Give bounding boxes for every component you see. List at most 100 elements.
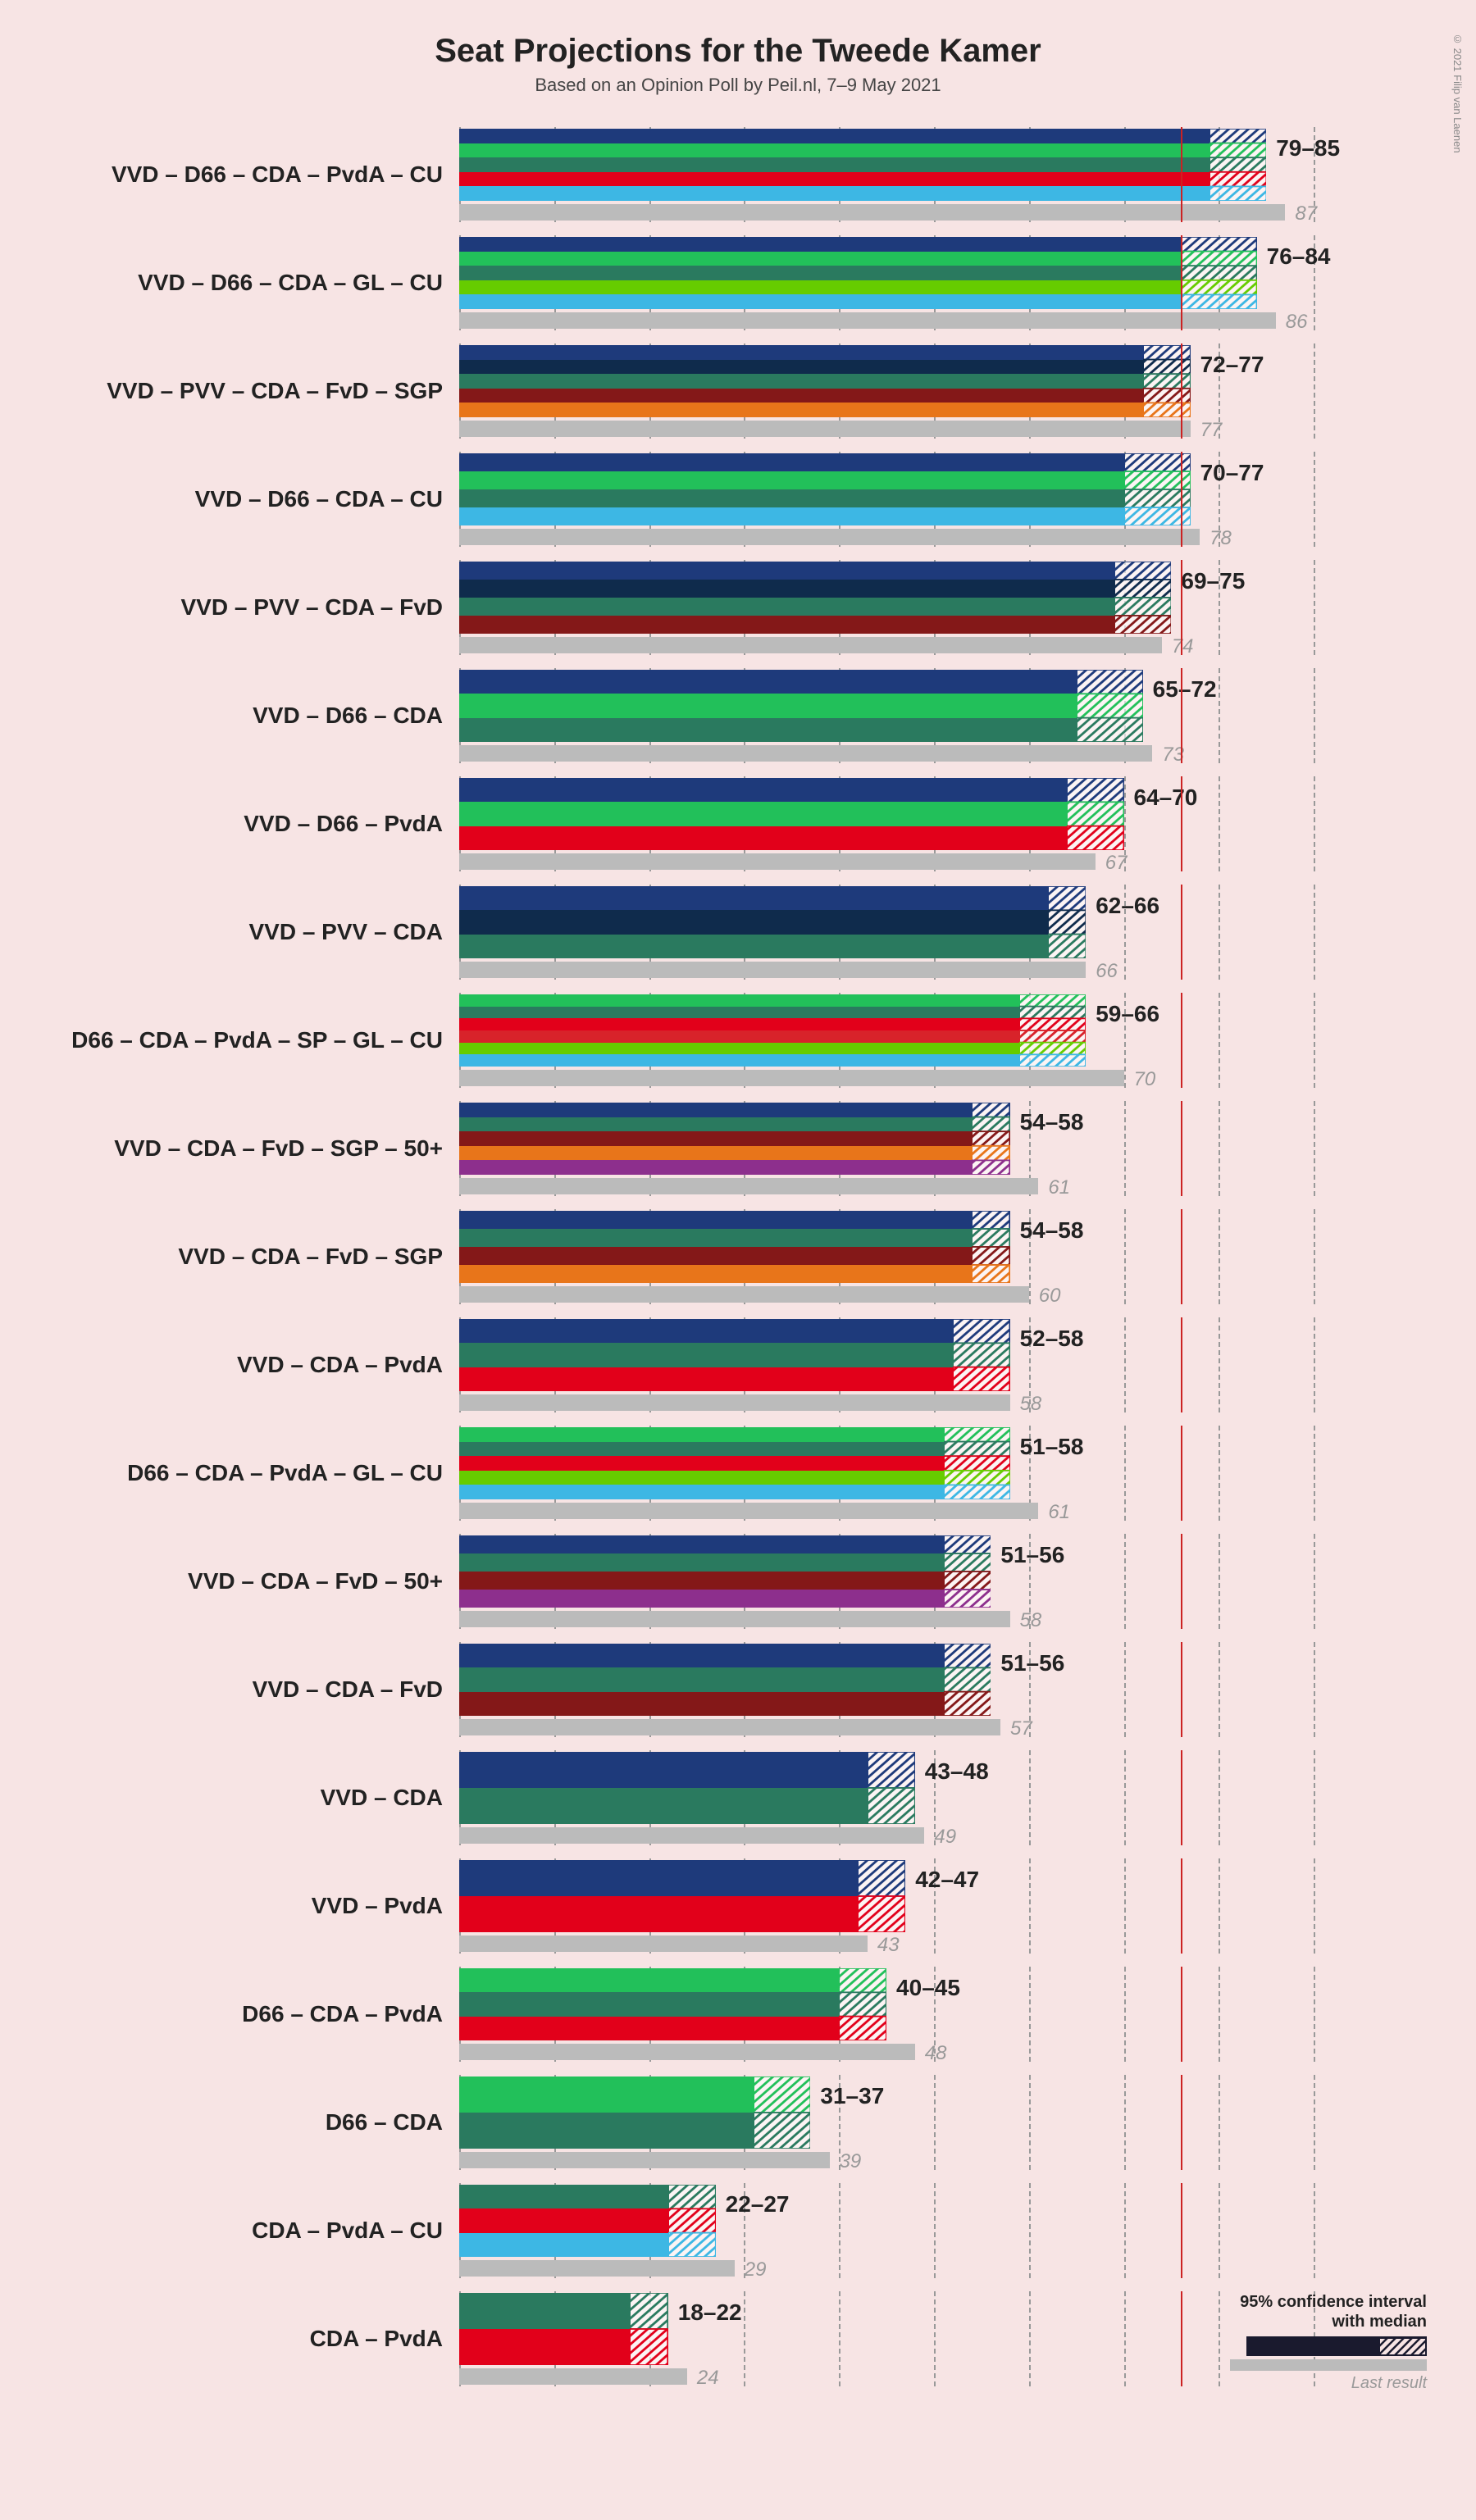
majority-line [1181, 1750, 1182, 1845]
majority-line [1181, 127, 1182, 222]
range-label: 76–84 [1267, 243, 1331, 270]
legend-hatch-bar [1378, 2336, 1427, 2356]
ci-hatch [953, 1319, 1009, 1391]
party-bar [459, 1442, 944, 1457]
legend: 95% confidence intervalwith median Last … [1230, 2292, 1427, 2393]
coalition-row: VVD – CDA – FvD – 50+51–5658 [459, 1527, 1361, 1635]
last-result-label: 61 [1048, 1501, 1070, 1524]
majority-line [1181, 1426, 1182, 1521]
last-result-bar [459, 2260, 735, 2277]
ci-hatch [1114, 562, 1171, 634]
ci-hatch [1210, 129, 1266, 201]
chart-area: VVD – D66 – CDA – PvdA – CU79–8587VVD – … [459, 121, 1361, 2393]
coalition-label: VVD – CDA [49, 1785, 443, 1811]
last-result-bar [459, 1070, 1124, 1086]
party-bar [459, 1319, 953, 1343]
range-label: 54–58 [1020, 1217, 1084, 1244]
majority-line [1181, 993, 1182, 1088]
range-label: 70–77 [1200, 460, 1264, 486]
party-bar [459, 345, 1143, 360]
majority-line [1181, 560, 1182, 655]
coalition-label: VVD – CDA – FvD [49, 1676, 443, 1703]
coalition-label: VVD – CDA – PvdA [49, 1352, 443, 1378]
last-result-bar [459, 2044, 915, 2060]
party-bar [459, 1535, 944, 1553]
party-bar [459, 826, 1067, 850]
range-label: 62–66 [1096, 893, 1159, 919]
party-bar [459, 1485, 944, 1499]
last-result-bar [459, 312, 1276, 329]
coalition-row: VVD – PVV – CDA62–6666 [459, 878, 1361, 986]
coalition-row: VVD – PvdA42–4743 [459, 1852, 1361, 1960]
ci-hatch [1048, 886, 1086, 958]
ci-hatch [972, 1211, 1009, 1283]
range-label: 22–27 [726, 2191, 790, 2218]
party-bar [459, 1054, 1019, 1067]
party-bar [459, 1471, 944, 1485]
coalition-label: VVD – CDA – FvD – 50+ [49, 1568, 443, 1594]
ci-hatch [972, 1103, 1009, 1175]
party-bar [459, 237, 1181, 252]
last-result-bar [459, 1394, 1010, 1411]
party-bar [459, 1752, 868, 1788]
last-result-bar [459, 1178, 1038, 1194]
legend-last-bar [1230, 2359, 1427, 2371]
coalition-row: VVD – CDA – FvD – SGP54–5860 [459, 1203, 1361, 1311]
range-label: 51–56 [1000, 1542, 1064, 1568]
coalition-row: D66 – CDA31–3739 [459, 2068, 1361, 2177]
party-bar [459, 1043, 1019, 1055]
majority-line [1181, 2075, 1182, 2170]
party-bar [459, 1896, 858, 1932]
coalition-label: VVD – PVV – CDA – FvD – SGP [49, 378, 443, 404]
party-bar [459, 935, 1048, 958]
party-bar [459, 471, 1124, 489]
party-bar [459, 374, 1143, 389]
party-bar [459, 360, 1143, 375]
party-bar [459, 562, 1114, 580]
coalition-row: CDA – PvdA18–2224 [459, 2285, 1361, 2393]
coalition-row: VVD – D66 – CDA – CU70–7778 [459, 445, 1361, 553]
last-result-bar [459, 1827, 924, 1844]
range-label: 51–58 [1020, 1434, 1084, 1460]
coalition-label: VVD – D66 – CDA [49, 703, 443, 729]
party-bar [459, 580, 1114, 598]
range-label: 59–66 [1096, 1001, 1159, 1027]
party-bar [459, 694, 1077, 717]
coalition-row: VVD – D66 – PvdA64–7067 [459, 770, 1361, 878]
ci-hatch [668, 2185, 716, 2257]
party-bar [459, 1160, 972, 1175]
party-bar [459, 1553, 944, 1572]
coalition-label: VVD – CDA – FvD – SGP [49, 1244, 443, 1270]
party-bar [459, 507, 1124, 525]
coalition-row: VVD – PVV – CDA – FvD69–7574 [459, 553, 1361, 662]
coalition-label: D66 – CDA – PvdA – GL – CU [49, 1460, 443, 1486]
legend-last-label: Last result [1230, 2374, 1427, 2393]
chart-title: Seat Projections for the Tweede Kamer [49, 33, 1427, 70]
bar-zone: 42–4743 [459, 1852, 1361, 1960]
last-result-label: 29 [745, 2258, 767, 2281]
majority-line [1181, 1858, 1182, 1954]
coalition-label: VVD – PvdA [49, 1893, 443, 1919]
party-bar [459, 802, 1067, 826]
party-bar [459, 2293, 630, 2329]
ci-hatch [754, 2076, 810, 2149]
party-bar [459, 1229, 972, 1247]
last-result-bar [459, 421, 1191, 437]
range-label: 72–77 [1200, 352, 1264, 378]
last-result-bar [459, 962, 1086, 978]
copyright-text: © 2021 Filip van Laenen [1451, 33, 1464, 153]
party-bar [459, 2076, 754, 2113]
majority-line [1181, 1101, 1182, 1196]
last-result-bar [459, 2368, 687, 2385]
party-bar [459, 157, 1210, 172]
coalition-label: VVD – D66 – CDA – PvdA – CU [49, 161, 443, 188]
ci-hatch [858, 1860, 905, 1932]
last-result-label: 58 [1020, 1393, 1042, 1416]
party-bar [459, 1692, 944, 1716]
ci-hatch [944, 1644, 991, 1716]
party-bar [459, 1992, 839, 2016]
ci-hatch [1067, 778, 1123, 850]
majority-line [1181, 452, 1182, 547]
bar-zone: 65–7273 [459, 662, 1361, 770]
party-bar [459, 1367, 953, 1391]
